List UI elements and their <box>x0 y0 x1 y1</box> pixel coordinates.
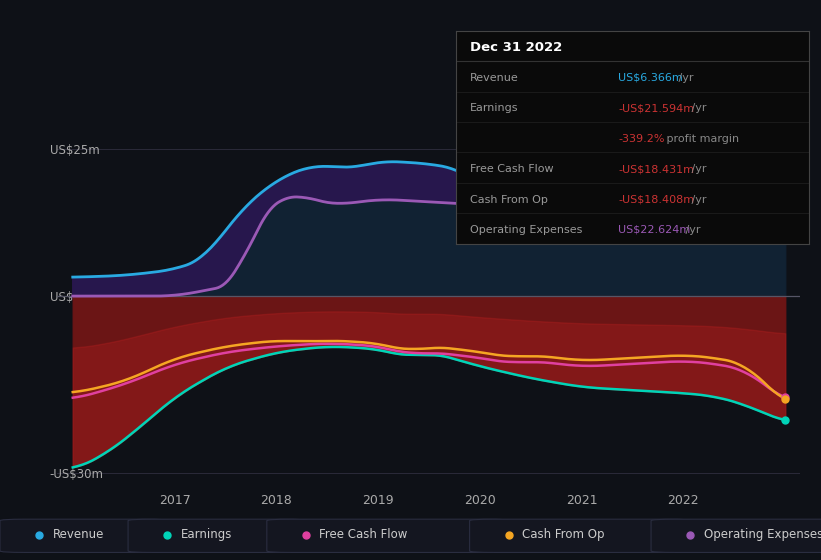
Text: -339.2%: -339.2% <box>618 134 664 144</box>
FancyBboxPatch shape <box>470 519 692 552</box>
Text: Free Cash Flow: Free Cash Flow <box>470 164 553 174</box>
Text: Dec 31 2022: Dec 31 2022 <box>470 41 562 54</box>
Text: profit margin: profit margin <box>663 134 739 144</box>
Text: /yr: /yr <box>688 164 706 174</box>
Text: Cash From Op: Cash From Op <box>522 528 604 542</box>
Text: US$22.624m: US$22.624m <box>618 225 690 235</box>
Text: /yr: /yr <box>688 104 706 113</box>
Text: -US$18.408m: -US$18.408m <box>618 194 695 204</box>
Text: Revenue: Revenue <box>53 528 104 542</box>
FancyBboxPatch shape <box>651 519 821 552</box>
Text: /yr: /yr <box>688 194 706 204</box>
Text: US$6.366m: US$6.366m <box>618 73 683 83</box>
Text: /yr: /yr <box>675 73 694 83</box>
Text: Operating Expenses: Operating Expenses <box>470 225 582 235</box>
Text: -US$21.594m: -US$21.594m <box>618 104 695 113</box>
FancyBboxPatch shape <box>0 519 169 552</box>
Text: -US$18.431m: -US$18.431m <box>618 164 694 174</box>
FancyBboxPatch shape <box>267 519 511 552</box>
Text: Operating Expenses: Operating Expenses <box>704 528 821 542</box>
Text: Earnings: Earnings <box>181 528 232 542</box>
Text: Cash From Op: Cash From Op <box>470 194 548 204</box>
FancyBboxPatch shape <box>128 519 308 552</box>
Text: Revenue: Revenue <box>470 73 519 83</box>
Text: Free Cash Flow: Free Cash Flow <box>319 528 408 542</box>
Text: Earnings: Earnings <box>470 104 518 113</box>
Text: /yr: /yr <box>681 225 700 235</box>
